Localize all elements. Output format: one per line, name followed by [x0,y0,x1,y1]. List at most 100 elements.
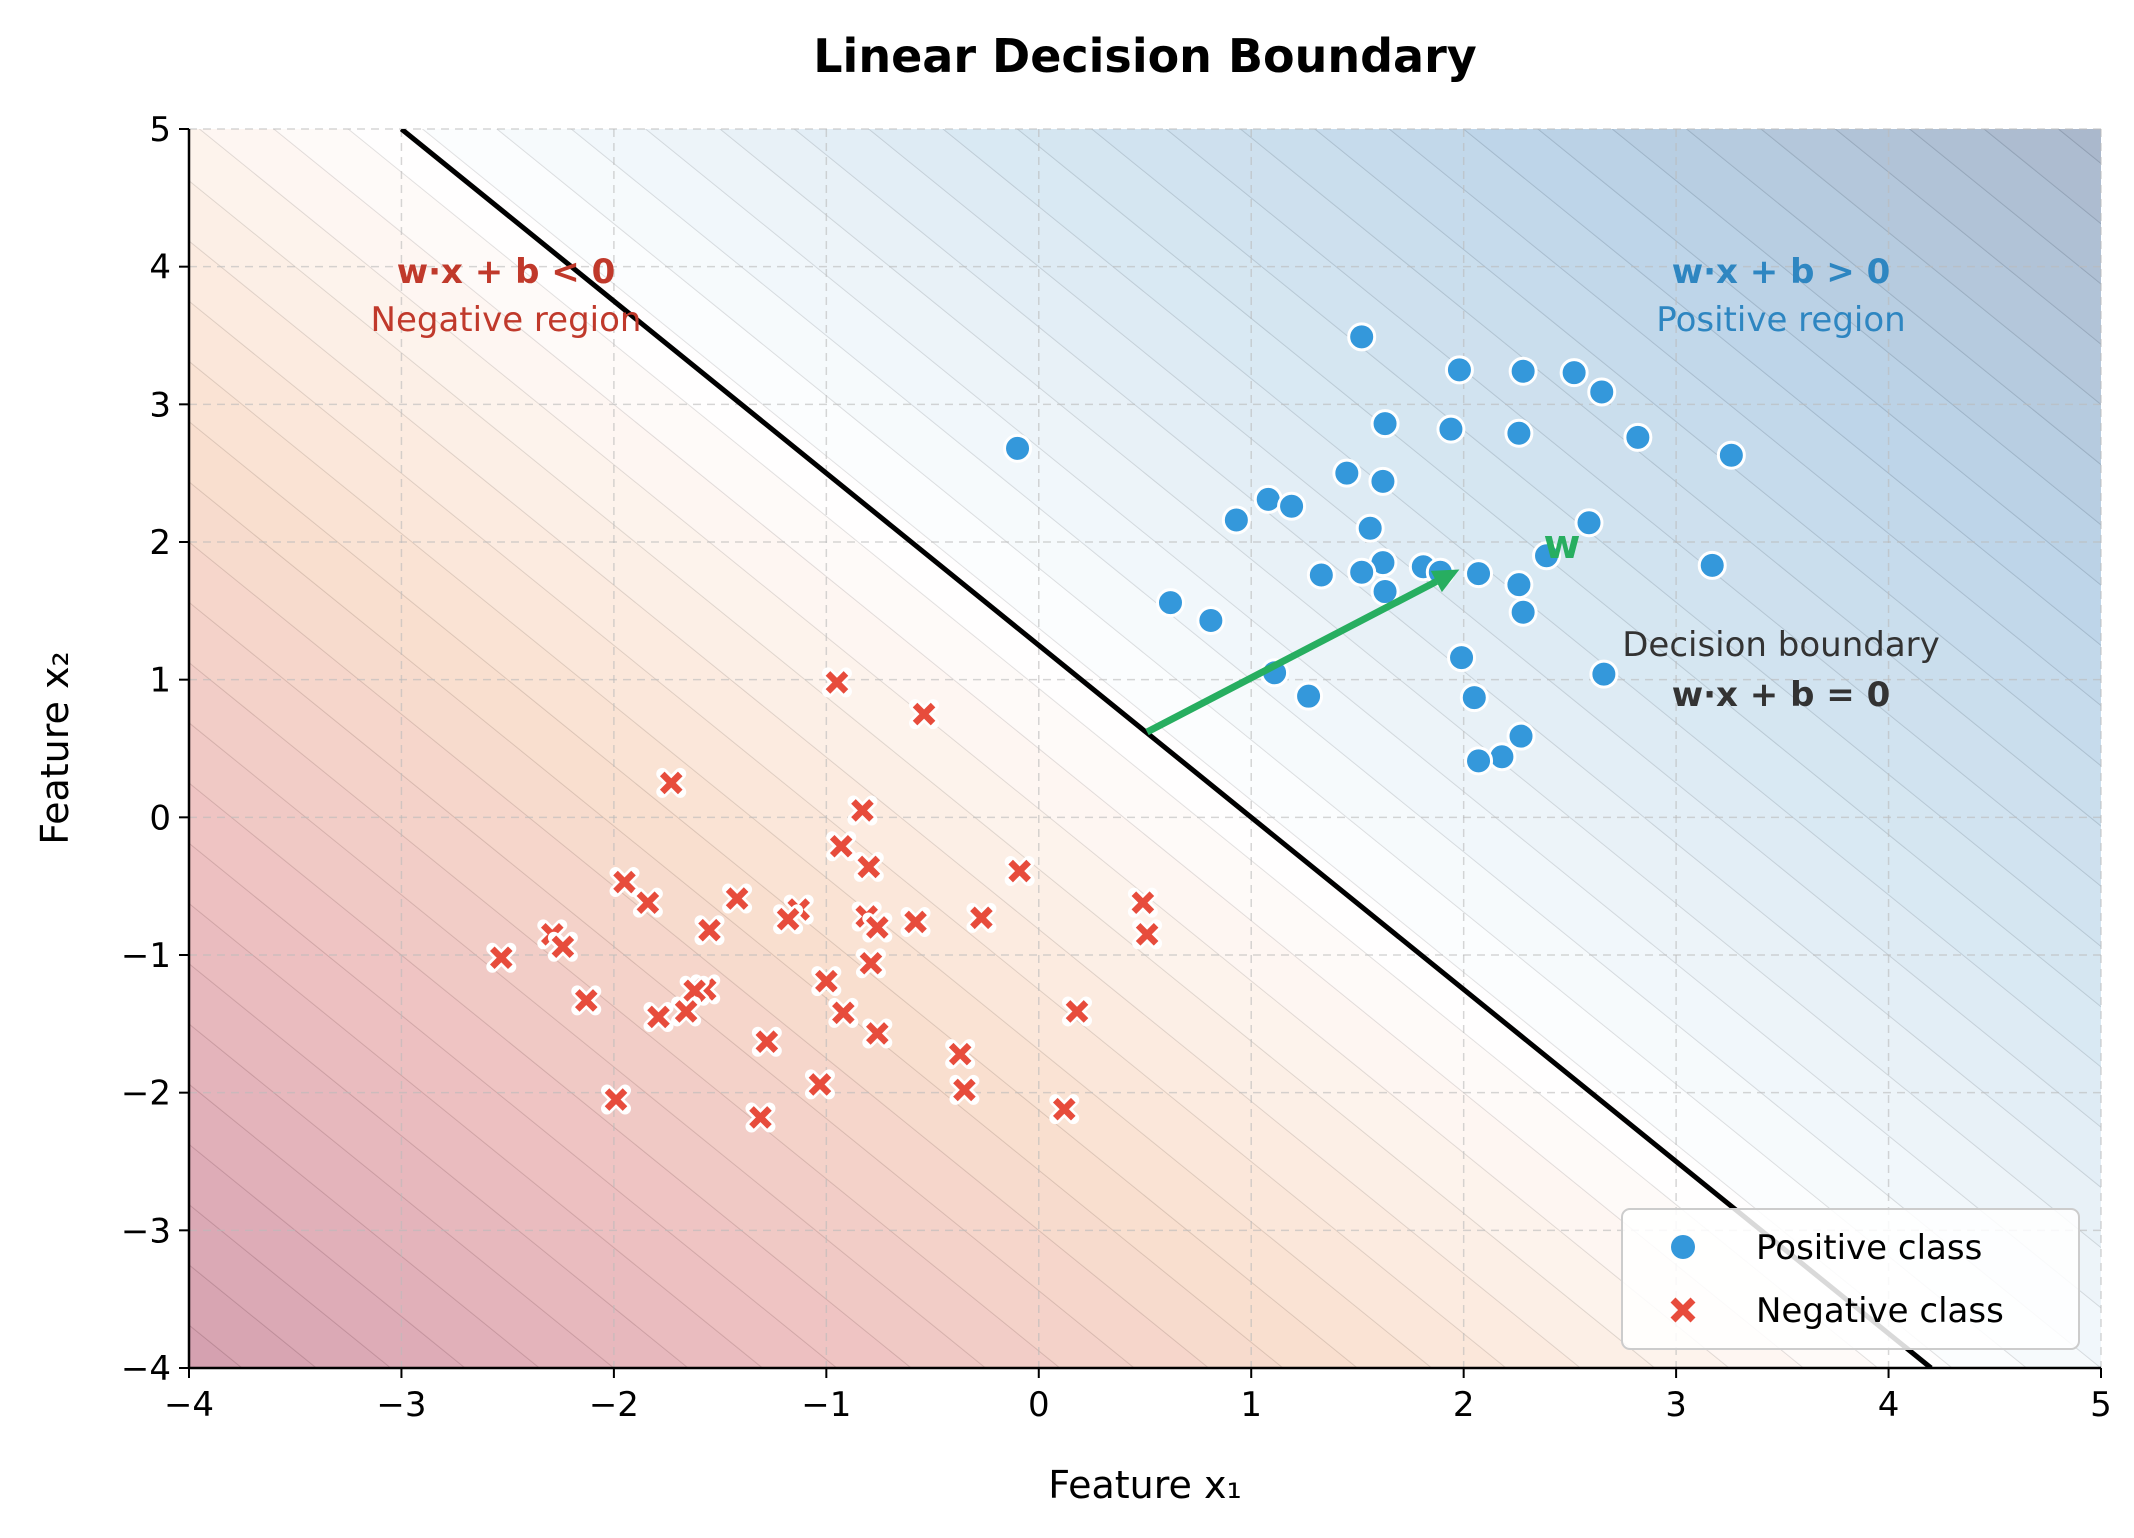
positive-point [1464,559,1494,589]
negative-point [853,851,884,882]
negative-point-mark [857,855,881,879]
positive-point [1355,513,1385,543]
contour-band [1983,129,2101,225]
y-tick-label: −4 [121,1349,171,1389]
contour-band [1685,129,2101,466]
negative-point [1004,856,1035,887]
positive-point [1370,409,1400,439]
negative-point-mark [829,834,853,858]
contour-band [1239,129,2101,827]
positive-point [1508,597,1538,627]
negative-point [855,948,886,979]
negative-point-mark [851,799,874,822]
legend: Positive class Negative class [1621,1208,2080,1350]
contour-band [644,129,2101,1309]
chart-title: Linear Decision Boundary [813,29,1477,83]
positive-point [1508,356,1538,386]
boundary-formula: w·x + b = 0 [1672,675,1891,715]
negative-point [862,912,893,943]
negative-point-mark [604,1088,628,1111]
y-tick-label: 5 [149,110,171,150]
positive-point [1487,742,1517,772]
negative-point [751,1026,782,1057]
negative-point-mark [832,1001,855,1025]
negative-point [900,906,931,937]
contour-band [1314,129,2101,767]
contour-band [719,129,2101,1249]
contour-band [1834,129,2101,345]
negative-point [826,831,857,862]
x-axis-label: Feature x₁ [1048,1463,1241,1507]
contour-band [189,1023,615,1368]
contour-band [1537,129,2101,586]
positive-point [1697,550,1727,580]
positive-point [1306,560,1336,590]
x-tick-label: −2 [589,1385,639,1425]
negative-point [745,1102,776,1133]
negative-region-formula: w·x + b < 0 [397,252,616,292]
negative-point-mark [1008,859,1031,883]
y-tick-label: 3 [149,385,171,425]
negative-point-mark [683,979,706,1003]
negative-point-mark [647,1005,670,1029]
positive-point [1196,605,1226,635]
negative-point [862,1018,893,1049]
negative-point [656,767,687,798]
positive-point [1574,508,1604,538]
x-tick-label: −4 [164,1385,214,1425]
y-tick-label: −2 [121,1074,171,1114]
positive-point [1221,505,1251,535]
positive-point [1587,377,1617,407]
negative-point [601,1084,632,1115]
negative-point [1127,887,1158,918]
negative-point-mark [859,951,883,975]
negative-point [547,931,578,962]
negative-point-mark [866,1022,889,1045]
negative-point [571,985,602,1016]
negative-point-mark [912,702,936,726]
positive-point [1447,643,1477,673]
contour-band [189,1203,392,1368]
negative-region-label: Negative region [371,300,642,340]
contour-band [496,129,2101,1368]
y-axis-label: Feature x₂ [33,651,77,844]
positive-point [1464,746,1494,776]
negative-point-mark [815,969,838,993]
positive-point [1716,440,1746,470]
negative-point-mark [755,1030,779,1054]
negative-point-mark [866,916,889,939]
data-points [486,322,1746,1133]
x-tick-label: −1 [801,1385,851,1425]
negative-point-mark [659,771,683,795]
weight-vector [1145,569,1460,736]
contour-band [2112,0,2134,1506]
negative-point-mark [698,918,721,942]
positive-point [1506,721,1536,751]
positive-point [1277,491,1307,521]
negative-point [486,942,517,973]
contour-band [273,129,1879,1368]
positive-point [1155,588,1185,618]
positive-point [1294,681,1324,711]
positive-point [1332,458,1362,488]
negative-point [609,867,640,898]
positive-point [1368,466,1398,496]
negative-point-mark [489,946,513,970]
negative-point-mark [574,989,598,1012]
negative-point [811,966,842,997]
negative-point [966,902,997,933]
contour-band [1611,129,2101,526]
positive-point [1347,322,1377,352]
contour-band [2057,129,2101,165]
negative-point-mark [1135,923,1159,946]
negative-point-mark [1052,1097,1076,1121]
negative-point [694,915,725,946]
y-tick-label: 0 [149,798,171,838]
contour-band [1388,129,2101,707]
weight-vector-shaft [1145,578,1438,736]
positive-point [1504,418,1534,448]
negative-point [643,1001,674,1032]
negative-point [828,997,859,1028]
legend-positive-marker [1671,1235,1695,1259]
decision-boundary-line [399,129,1933,1368]
